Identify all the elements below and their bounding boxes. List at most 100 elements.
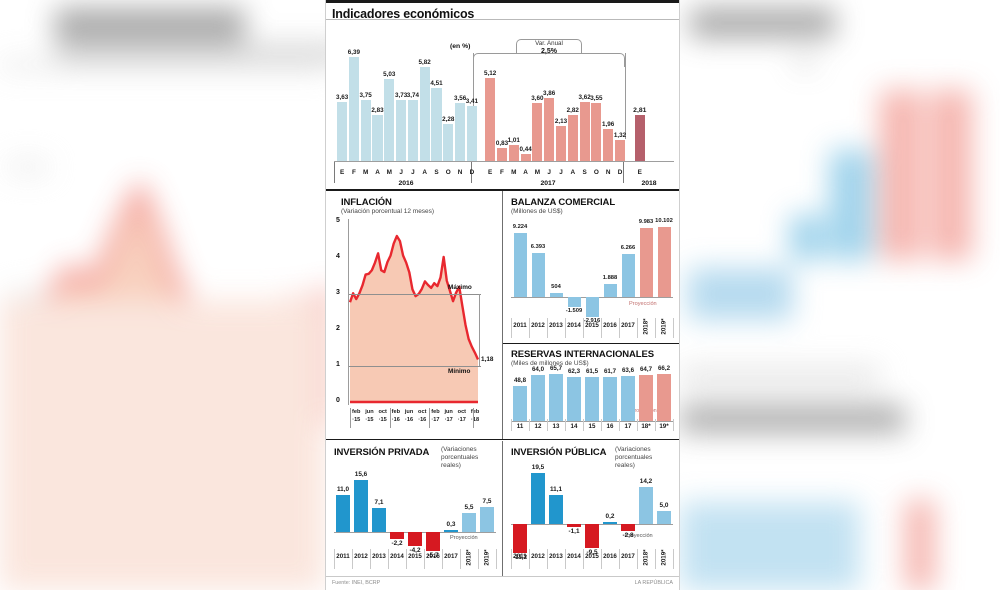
x-tick-label: oct ·17 <box>452 409 472 424</box>
bar-2011 <box>513 523 527 553</box>
x-separator <box>511 549 512 569</box>
inv-publica-subtitle: (Variaciones porcentuales reales) <box>615 446 653 469</box>
bar-value-label: 3,56 <box>453 95 467 103</box>
bar-2017-D <box>614 139 626 161</box>
bg-decor <box>790 215 825 260</box>
x-tick-month: feb <box>431 409 440 415</box>
bar-18 <box>639 374 653 421</box>
bar-11 <box>513 386 527 421</box>
bar-2014 <box>390 531 404 539</box>
bg-decor <box>830 150 872 260</box>
x-label: 17 <box>624 423 632 430</box>
bar-2016-S <box>431 87 442 161</box>
y-tick: 1 <box>336 361 340 368</box>
x-label: 2019* <box>483 549 491 566</box>
x-label-month: F <box>351 169 356 176</box>
x-label: 2019* <box>660 549 668 566</box>
x-label: 2019* <box>660 318 668 335</box>
bg-decor <box>55 8 245 42</box>
x-tick-year: ·17 <box>431 416 440 423</box>
x-tick-year: ·16 <box>405 416 414 423</box>
bar-2012 <box>531 472 545 524</box>
bar-2017-N <box>603 129 614 161</box>
bar-12 <box>531 375 545 421</box>
section-divider <box>326 439 679 440</box>
x-label: 2015 <box>585 322 599 329</box>
bar-value-label: 7,1 <box>374 499 384 506</box>
inflacion-area-plot <box>349 234 480 404</box>
x-label: 15 <box>588 423 596 430</box>
inv-privada-projection-note: Proyección <box>450 535 478 541</box>
x-separator <box>601 549 602 569</box>
bg-decor <box>880 90 922 260</box>
bar-value-label: 6.266 <box>620 244 636 251</box>
bar-2017-M <box>508 144 519 161</box>
bar-value-label: 3,60 <box>531 94 544 102</box>
x-label-month: E <box>488 169 493 176</box>
bar-2016-J <box>396 100 407 161</box>
bar-2019 <box>657 510 671 524</box>
x-label-month: E <box>637 169 642 176</box>
x-label-month: E <box>339 169 345 176</box>
bar-value-label: 0,44 <box>519 145 532 153</box>
chart-monthly-indicator: (en %) Var. Anual 2,5% 2016 2017 2018 3,… <box>326 21 679 189</box>
x-label-month: J <box>399 169 403 176</box>
chart-balanza-comercial: BALANZA COMERCIAL (Millones de US$) Proy… <box>503 191 679 343</box>
bar-value-label: -5,7 <box>427 551 439 559</box>
bar-value-label: 504 <box>551 284 561 291</box>
bar-value-label: 2,83 <box>371 107 384 115</box>
bar-2017-A <box>567 115 578 161</box>
x-tick-label: jun ·15 <box>359 409 379 424</box>
bar-2016 <box>603 522 617 524</box>
y-tick: 5 <box>336 217 340 224</box>
balanza-title: BALANZA COMERCIAL <box>511 197 616 208</box>
bar-2013 <box>372 508 386 532</box>
inv-privada-title: INVERSIÓN PRIVADA <box>334 447 430 458</box>
bar-2013 <box>549 494 563 524</box>
bar-14 <box>567 376 581 421</box>
x-separator <box>334 549 335 569</box>
x-label: 2013 <box>549 322 563 329</box>
bar-value-label: -1.509 <box>565 308 583 315</box>
year-separator <box>471 161 472 183</box>
x-separator <box>655 549 656 569</box>
bg-decor <box>680 366 880 388</box>
bar-value-label: 2,81 <box>633 107 647 115</box>
x-separator <box>583 419 584 431</box>
x-separator <box>547 549 548 569</box>
inv-publica-projection-note: Proyección <box>625 533 653 539</box>
x-tick-label: feb ·18 <box>465 409 485 424</box>
x-separator <box>655 318 656 338</box>
x-tick-year: ·16 <box>418 416 427 423</box>
bar-17 <box>621 375 635 421</box>
x-label: 2015 <box>585 553 599 560</box>
x-group-separator <box>389 408 391 428</box>
x-label: 2012 <box>531 553 545 560</box>
bar-value-label: 2,82 <box>566 107 579 115</box>
bar-value-label: 11,1 <box>549 485 563 493</box>
x-label-month: S <box>434 169 439 176</box>
label-minimo: Mínimo <box>448 368 471 375</box>
x-tick-month: oct <box>378 409 387 415</box>
section-divider-vertical <box>502 441 503 576</box>
x-separator <box>352 549 353 569</box>
reference-line-maximo <box>349 294 481 295</box>
x-label-month: A <box>375 169 380 176</box>
x-label: 18* <box>641 423 651 430</box>
x-label: 2011 <box>336 553 350 560</box>
var-anual-value: 2,5% <box>541 48 557 55</box>
label-last-value: 1,18 <box>481 355 494 363</box>
bar-2016-D <box>466 105 477 161</box>
x-label: 2014 <box>390 553 404 560</box>
x-group-separator <box>473 408 475 428</box>
bar-value-label: 19,5 <box>531 463 545 471</box>
inflacion-area <box>350 236 478 402</box>
bar-2016-N <box>455 103 466 161</box>
label-maximo: Máximo <box>448 284 472 291</box>
bar-2016-M <box>384 79 395 161</box>
bar-2017-S <box>579 102 590 161</box>
x-label: 2015 <box>408 553 422 560</box>
bar-value-label: 10.102 <box>655 218 673 225</box>
bar-value-label: 5,03 <box>383 71 396 79</box>
x-tick-label: feb ·15 <box>346 409 366 424</box>
